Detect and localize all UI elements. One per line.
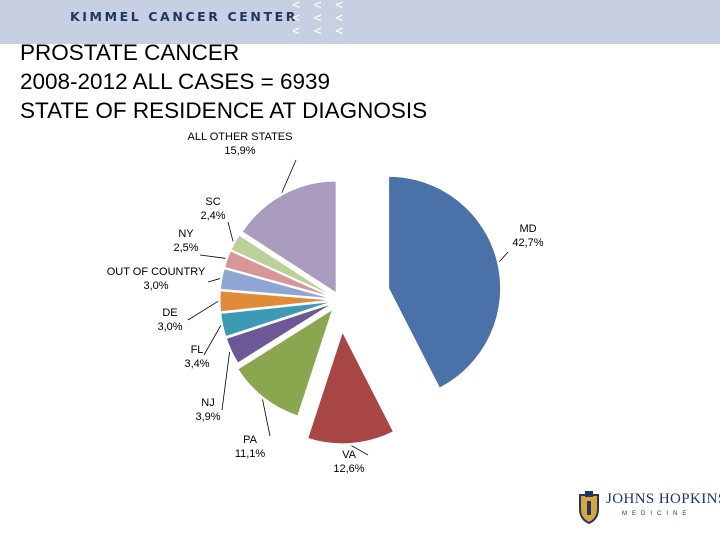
slice-label-value: 2,4%	[200, 210, 225, 222]
pie-slice-sc	[230, 234, 334, 297]
pie-slice-nj	[225, 302, 334, 364]
slice-label-value: 3,0%	[157, 321, 182, 333]
slice-label-value: 3,9%	[195, 411, 220, 423]
slice-label-name: OUT OF COUNTRY	[107, 266, 206, 278]
slide-title: PROSTATE CANCER 2008-2012 ALL CASES = 69…	[20, 38, 427, 125]
logo-subtitle: MEDICINE	[622, 511, 692, 517]
leader-line	[207, 278, 221, 283]
pie-slice-md	[388, 175, 502, 389]
slice-label-value: 3,4%	[184, 358, 209, 370]
slice-label-value: 42,7%	[512, 237, 543, 249]
slice-label-name: PA	[243, 434, 258, 446]
slice-label-name: VA	[342, 449, 357, 461]
slice-label-value: 2,5%	[173, 242, 198, 254]
leader-line	[499, 251, 509, 262]
johns-hopkins-logo: JOHNS HOPKINS MEDICINE	[574, 489, 720, 525]
chevron-row: < < <	[292, 24, 347, 39]
title-line-2: 2008-2012 ALL CASES = 6939	[20, 69, 331, 94]
leader-line	[351, 445, 369, 456]
pie-slice-ny	[223, 250, 333, 298]
pie-slice-all-other-states	[241, 180, 337, 294]
leader-line	[199, 254, 226, 259]
pie-slice-de	[219, 290, 333, 313]
leader-line	[227, 221, 234, 242]
pie-slice-fl	[220, 301, 333, 338]
pie-slice-pa	[237, 308, 334, 417]
slice-label-name: FL	[191, 344, 204, 356]
slice-label-name: ALL OTHER STATES	[188, 131, 293, 143]
header-bar: KIMMEL CANCER CENTER < < < < < < < < <	[0, 0, 720, 44]
slice-label-name: DE	[162, 307, 177, 319]
pie-slice-va	[307, 330, 395, 445]
header-org-name: KIMMEL CANCER CENTER	[70, 9, 298, 24]
chevron-row: < < <	[292, 0, 347, 13]
slice-label-value: 12,6%	[333, 463, 364, 475]
slice-label-value: 11,1%	[235, 448, 266, 460]
slice-label-value: 15,9%	[224, 145, 255, 157]
leader-line	[262, 399, 271, 437]
title-line-1: PROSTATE CANCER	[20, 40, 240, 65]
slice-label-name: NJ	[201, 397, 214, 409]
slice-label-name: SC	[205, 196, 220, 208]
leader-line	[281, 159, 297, 193]
leader-line	[187, 300, 219, 321]
leader-line	[203, 325, 222, 356]
chevron-row: < < <	[292, 11, 347, 26]
pie-slice-out-of-country	[219, 268, 333, 300]
shield-icon	[579, 491, 599, 525]
title-line-3: STATE OF RESIDENCE AT DIAGNOSIS	[20, 98, 428, 123]
slice-label-value: 3,0%	[143, 280, 168, 292]
logo-wordmark: JOHNS HOPKINS	[606, 491, 720, 507]
slice-label-name: NY	[178, 228, 194, 240]
leader-line	[221, 351, 230, 411]
slice-label-name: MD	[519, 223, 536, 235]
chevron-decoration-icon: < < < < < < < < <	[292, 0, 346, 38]
